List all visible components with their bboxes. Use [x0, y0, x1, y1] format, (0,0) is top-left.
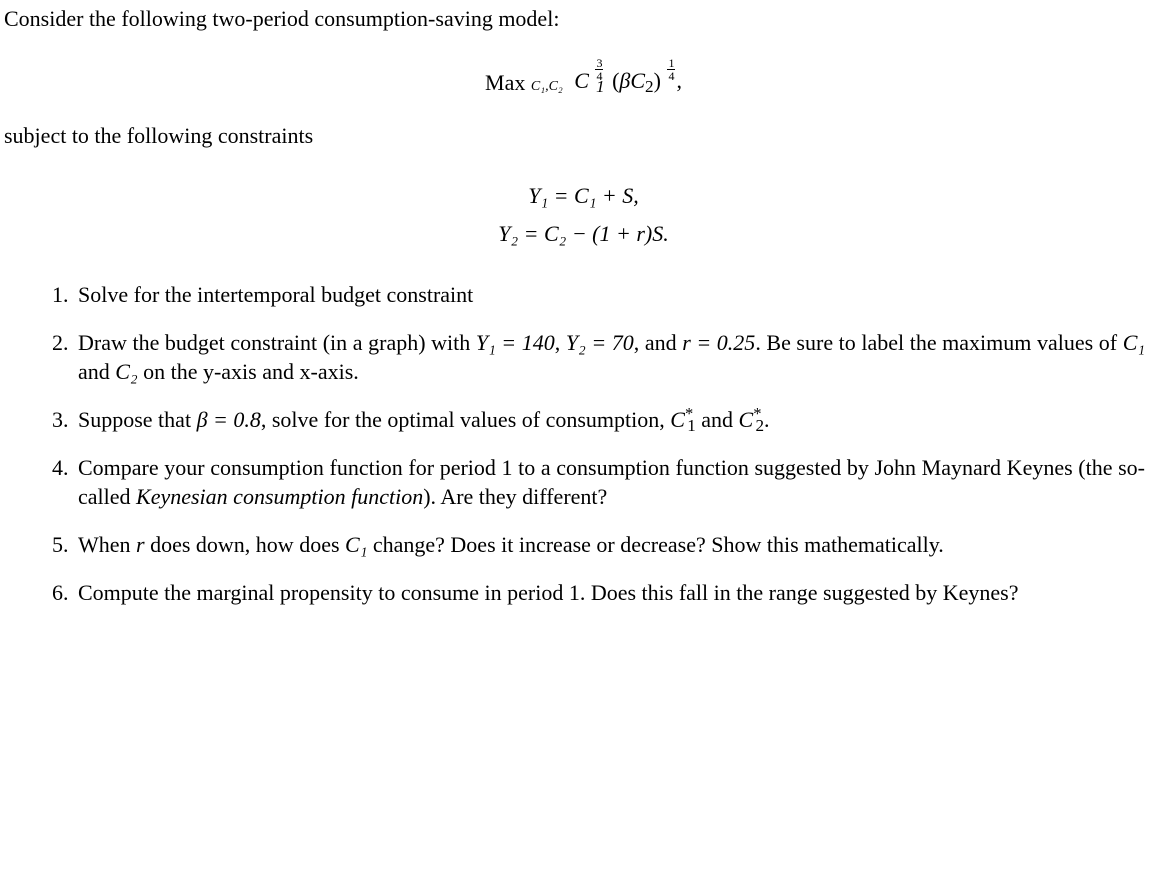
question-5: When r does down, how does C₁ change? Do…	[74, 530, 1145, 560]
max-operator: Max C₁,C₂	[485, 68, 563, 98]
question-6: Compute the marginal propensity to consu…	[74, 578, 1145, 608]
q2-text-c: on the y-axis and x-axis.	[138, 359, 359, 384]
q3-mid: and	[696, 407, 739, 432]
q3-beta: β = 0.8	[197, 407, 261, 432]
q2-c1: C₁	[1123, 330, 1145, 355]
constraints-block: Y₁ = C₁ + S, Y₂ = C₂ − (1 + r)S.	[4, 177, 1163, 252]
obj-exp2: 1 4	[666, 54, 676, 84]
q5-b: does down, how does	[145, 532, 345, 557]
intro-text: Consider the following two-period consum…	[4, 4, 1163, 34]
question-4: Compare your consumption function for pe…	[74, 453, 1145, 512]
exp2-num: 1	[667, 57, 675, 70]
exp1-num: 3	[595, 57, 603, 70]
question-list: Solve for the intertemporal budget const…	[34, 280, 1163, 608]
constraint-2: Y₂ = C₂ − (1 + r)S.	[4, 215, 1163, 252]
q5-a: When	[78, 532, 136, 557]
objective-function: Max C₁,C₂ C 3 4 1 (βC2) 1 4 ,	[4, 54, 1163, 98]
q3-b: , solve for the optimal values of consum…	[261, 407, 670, 432]
question-2: Draw the budget constraint (in a graph) …	[74, 328, 1145, 387]
q3-c2star-sub: 2	[755, 416, 764, 435]
q2-y1: Y₁ = 140	[476, 330, 555, 355]
q2-sep2: , and	[634, 330, 682, 355]
q4-italic: Keynesian consumption function	[136, 484, 423, 509]
obj-C2-sub: 2	[645, 77, 654, 96]
max-subscript: C₁,C₂	[531, 79, 563, 94]
beta: β	[619, 68, 630, 93]
page: Consider the following two-period consum…	[0, 0, 1171, 655]
q5-c1: C₁	[345, 532, 367, 557]
q3-c1star: C	[670, 407, 685, 432]
obj-C1: C	[574, 68, 589, 93]
exp2-den: 4	[667, 70, 675, 82]
q2-sep1: ,	[555, 330, 566, 355]
q3-c1star-sub: 1	[687, 416, 696, 435]
q3-end: .	[764, 407, 770, 432]
constraint-1: Y₁ = C₁ + S,	[4, 177, 1163, 214]
comma: ,	[676, 68, 682, 93]
q3-c2star: C	[739, 407, 754, 432]
question-1: Solve for the intertemporal budget const…	[74, 280, 1145, 310]
obj-C2: C	[630, 68, 645, 93]
q4-b: ). Are they different?	[423, 484, 607, 509]
q2-c2: C₂	[115, 359, 137, 384]
subject-to-line: subject to the following constraints	[4, 121, 1163, 151]
q2-text-b: . Be sure to label the maximum values of	[755, 330, 1122, 355]
q2-r: r = 0.25	[682, 330, 755, 355]
q2-and: and	[78, 359, 115, 384]
obj-C1-sub: 1	[596, 77, 605, 96]
q2-y2: Y₂ = 70	[566, 330, 634, 355]
max-label: Max	[485, 70, 525, 95]
q3-a: Suppose that	[78, 407, 197, 432]
q5-c: change? Does it increase or decrease? Sh…	[367, 532, 943, 557]
close-paren: )	[654, 68, 661, 93]
question-3: Suppose that β = 0.8, solve for the opti…	[74, 405, 1145, 435]
q5-r: r	[136, 532, 145, 557]
q2-text-a: Draw the budget constraint (in a graph) …	[78, 330, 476, 355]
